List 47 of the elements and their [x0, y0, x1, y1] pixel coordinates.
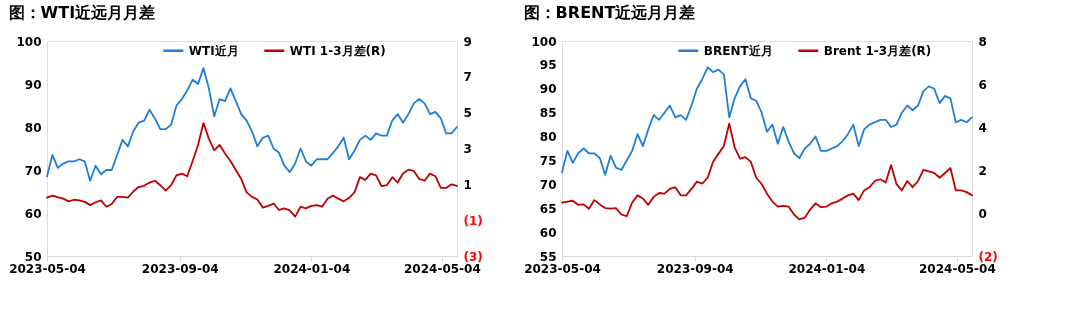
chart-title: 图：WTI近远月月差 — [8, 3, 156, 22]
y2-tick-label: 8 — [978, 34, 987, 49]
y2-tick-label: 6 — [978, 77, 987, 92]
x-tick-label: 2024-05-04 — [919, 261, 996, 276]
line-series — [46, 122, 458, 218]
y2-tick-label: 7 — [463, 70, 472, 85]
y2-tick-label: 1 — [463, 177, 472, 192]
y-tick-label: 90 — [539, 82, 557, 97]
y2-tick-label: 9 — [463, 34, 472, 49]
y-tick-label: 100 — [16, 34, 42, 49]
legend-label: BRENT近月 — [703, 43, 773, 58]
x-tick-label: 2023-09-04 — [656, 261, 734, 276]
y-tick-label: 70 — [539, 177, 557, 192]
y-tick-label: 85 — [539, 106, 557, 121]
y-tick-label: 60 — [24, 206, 42, 221]
y-tick-label: 65 — [539, 201, 557, 216]
x-tick-label: 2023-09-04 — [141, 261, 219, 276]
y-tick-label: 75 — [539, 153, 557, 168]
legend-label: Brent 1-3月差(R) — [823, 43, 932, 58]
y2-tick-label: 0 — [978, 206, 987, 221]
y-tick-label: 60 — [539, 225, 557, 240]
y2-tick-label: 5 — [463, 106, 472, 121]
y-tick-label: 90 — [24, 77, 42, 92]
chart-title: 图：BRENT近远月月差 — [523, 3, 696, 22]
y-tick-label: 55 — [539, 249, 557, 264]
x-tick-label: 2024-05-04 — [404, 261, 481, 276]
y-tick-label: 70 — [24, 163, 42, 178]
legend-label: WTI 1-3月差(R) — [289, 43, 386, 58]
y2-tick-label: 3 — [463, 142, 472, 156]
y-tick-label: 100 — [531, 34, 557, 49]
x-tick-label: 2023-05-04 — [524, 261, 601, 276]
x-tick-label: 2024-01-04 — [788, 261, 866, 276]
line-series — [561, 66, 973, 176]
y-tick-label: 50 — [24, 249, 42, 264]
y-tick-label: 80 — [539, 130, 557, 145]
y-tick-label: 80 — [24, 120, 42, 135]
y2-tick-label: (2) — [978, 249, 998, 264]
y2-tick-label: 2 — [978, 163, 987, 178]
y2-tick-label: (1) — [463, 213, 483, 228]
line-series — [46, 67, 458, 182]
x-tick-label: 2023-05-04 — [9, 261, 86, 276]
legend-label: WTI近月 — [188, 43, 239, 58]
y2-tick-label: (3) — [463, 249, 483, 264]
y2-tick-label: 4 — [978, 120, 987, 135]
x-tick-label: 2024-01-04 — [273, 261, 351, 276]
line-series — [561, 122, 973, 221]
y-tick-label: 95 — [539, 58, 557, 73]
